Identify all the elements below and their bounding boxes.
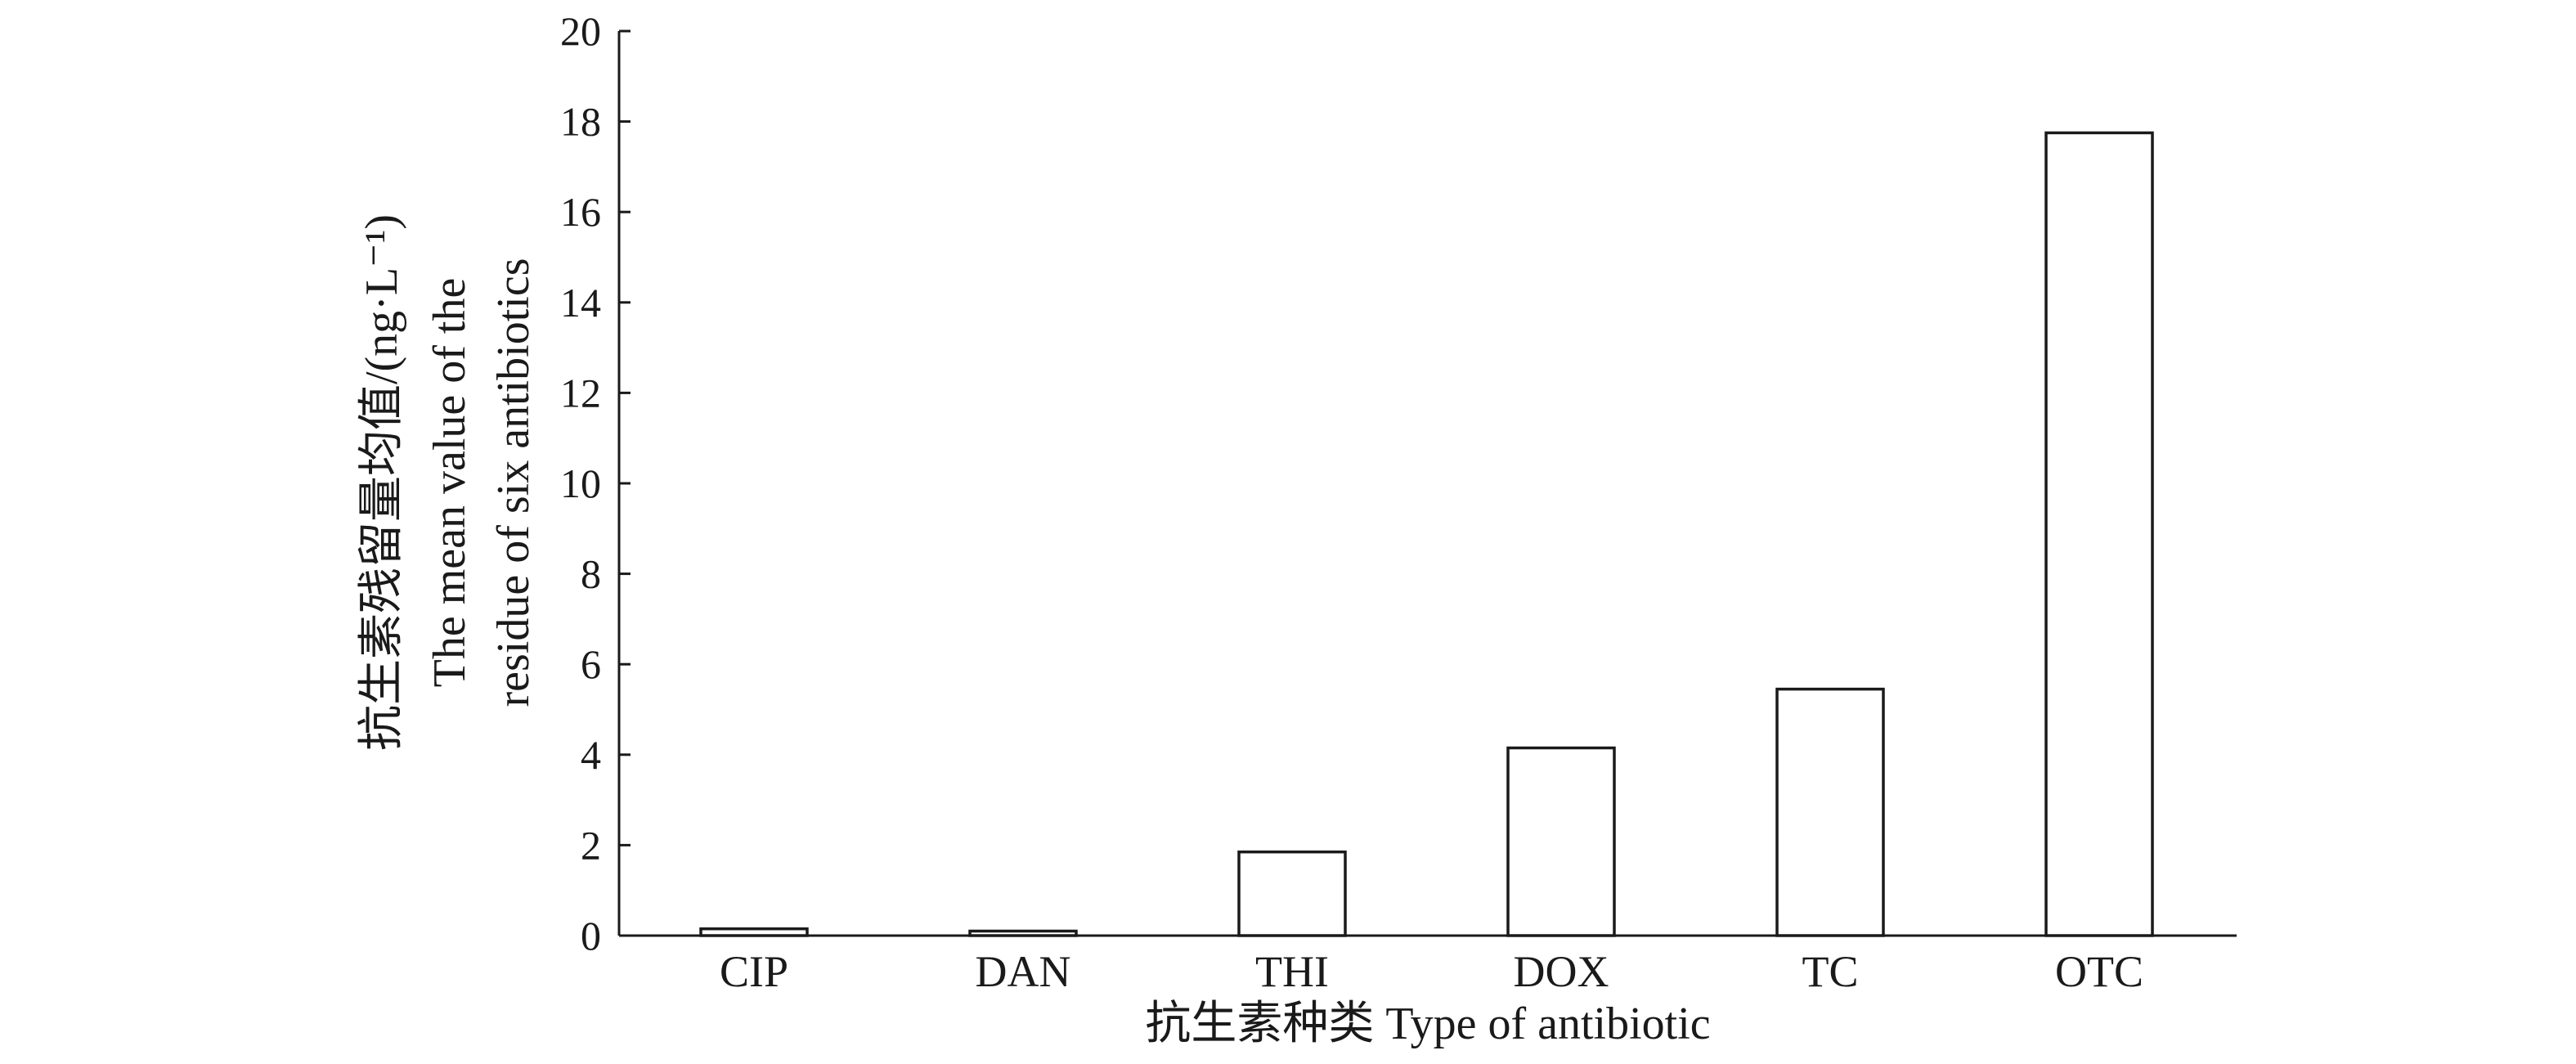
x-axis-title: 抗生素种类 Type of antibiotic [1145, 999, 1710, 1049]
y-tick-label: 12 [560, 370, 601, 415]
x-tick-label-thi: THI [1255, 947, 1329, 996]
y-tick-label: 6 [581, 641, 601, 687]
bar-dox [1506, 746, 1616, 937]
y-axis-title-line-2: The mean value of the [424, 278, 475, 688]
y-tick-label: 4 [581, 732, 601, 778]
y-tick-label: 16 [560, 189, 601, 235]
x-tick-label-dox: DOX [1514, 947, 1609, 996]
x-tick-label-dan: DAN [976, 947, 1071, 996]
bars-group [699, 131, 2154, 937]
x-tick-label-cip: CIP [720, 947, 788, 996]
x-axis-ticks: CIP DAN THI DOX TC OTC [720, 947, 2143, 996]
bar-thi [1237, 850, 1347, 937]
bar-tc [1775, 687, 1885, 937]
bar-otc [2044, 131, 2154, 937]
y-tick-label: 2 [581, 822, 601, 868]
x-tick-label-otc: OTC [2055, 947, 2143, 996]
y-axis-title: 抗生素残留量均值/(ng·L⁻¹) The mean value of the … [357, 214, 539, 751]
y-axis-title-line-3: residue of six antibiotics [488, 258, 539, 707]
y-tick-label: 10 [560, 460, 601, 506]
y-tick-label: 14 [560, 280, 601, 325]
y-tick-label: 0 [581, 913, 601, 958]
x-tick-label-tc: TC [1802, 947, 1858, 996]
y-axis-ticks: 0 2 4 6 8 10 12 14 16 18 20 [560, 8, 631, 958]
y-tick-label: 18 [560, 99, 601, 145]
y-tick-label: 8 [581, 551, 601, 597]
y-tick-label: 20 [560, 8, 601, 54]
y-axis-title-line-1: 抗生素残留量均值/(ng·L⁻¹) [357, 214, 407, 751]
